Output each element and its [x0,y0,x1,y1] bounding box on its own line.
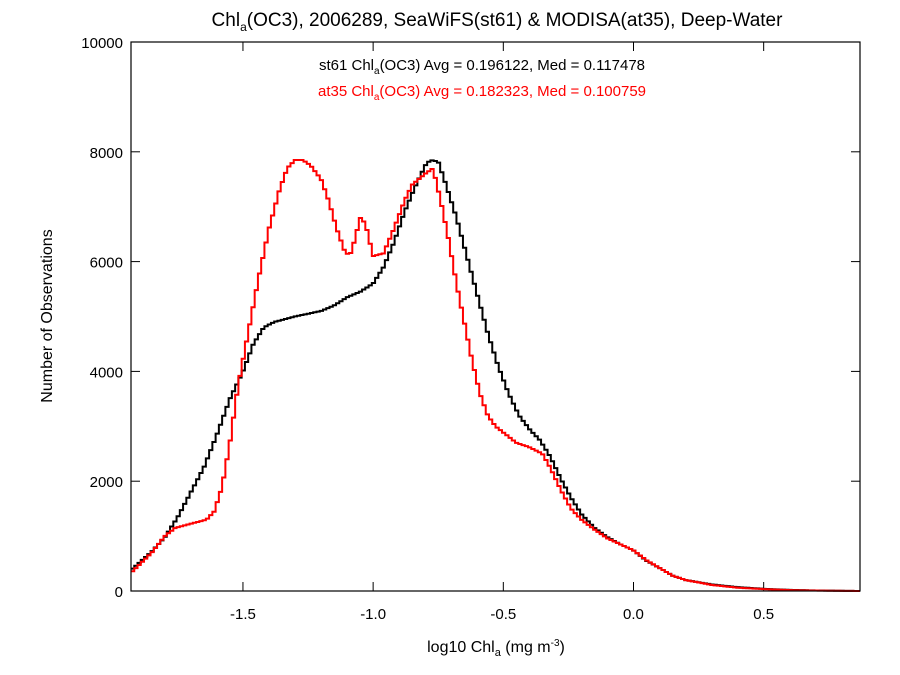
title-part-main: Chl [212,10,241,31]
title-part-subscript: a [240,20,247,34]
legend-st61-text-a: st61 Chl [319,57,374,74]
x-tick-label-2: -0.5 [490,606,516,623]
legend-st61-stats: st61 Chla(OC3) Avg = 0.196122, Med = 0.1… [319,57,645,77]
legend-at35-text-a: at35 Chl [318,83,374,100]
chart-title: Chla(OC3), 2006289, SeaWiFS(st61) & MODI… [212,10,784,34]
x-label-part-units: (mg m [501,639,551,656]
title-part-rest: (OC3), 2006289, SeaWiFS(st61) & MODISA(a… [247,10,783,31]
series-at35-line [131,159,860,592]
x-tick-label-1: -1.0 [360,606,386,623]
x-tick-label-3: 0.0 [623,606,644,623]
y-tick-label-0: 0 [115,584,123,601]
legend-at35-text-b: (OC3) Avg = 0.182323, Med = 0.100759 [379,83,646,100]
legend-st61-text-b: (OC3) Avg = 0.196122, Med = 0.117478 [380,57,645,74]
x-axis-label: log10 Chla (mg m-3) [427,638,565,659]
y-axis-ticks: 0 2000 4000 6000 8000 10000 [81,35,860,601]
x-tick-label-0: -1.5 [230,606,256,623]
legend-at35-subscript: a [374,92,380,103]
legend-at35-stats: at35 Chla(OC3) Avg = 0.182323, Med = 0.1… [318,83,646,103]
plot-frame [130,41,861,592]
y-tick-label-5: 10000 [81,35,123,52]
series-lines [131,159,860,592]
y-tick-label-4: 8000 [90,145,123,162]
x-label-part-main: log10 Chl [427,639,495,656]
legend-st61-subscript: a [374,66,380,77]
y-axis-label: Number of Observations [39,229,56,402]
x-tick-label-4: 0.5 [753,606,774,623]
y-tick-label-1: 2000 [90,474,123,491]
x-axis-ticks: -1.5 -1.0 -0.5 0.0 0.5 [230,42,774,623]
x-label-superscript: -3 [551,638,560,649]
x-label-subscript: a [495,647,502,659]
x-label-part-close: ) [560,639,565,656]
y-tick-label-3: 6000 [90,255,123,272]
y-tick-label-2: 4000 [90,364,123,381]
